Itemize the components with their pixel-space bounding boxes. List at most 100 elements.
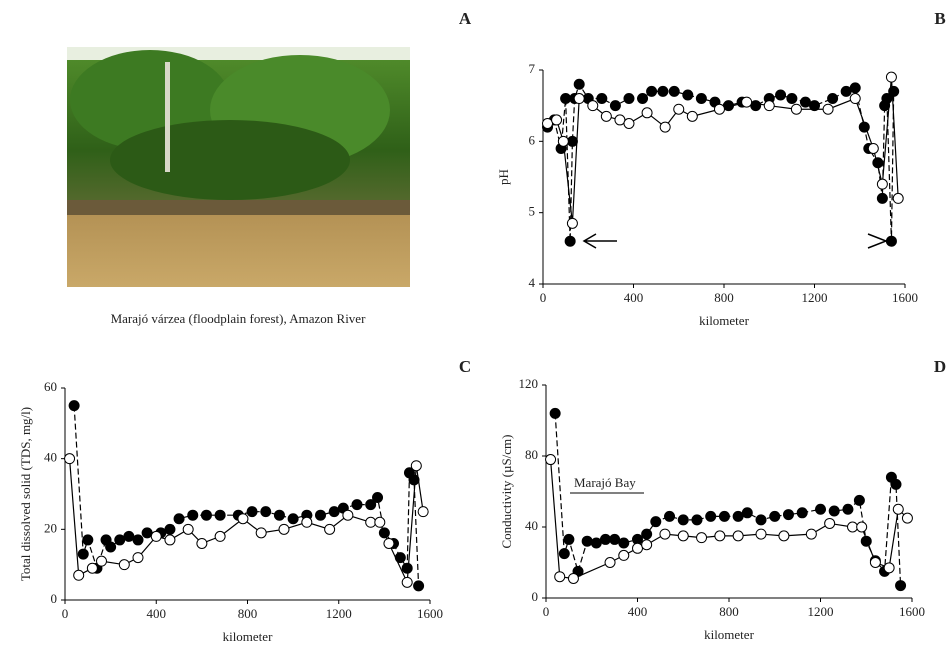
data-point — [566, 217, 578, 229]
data-point — [623, 93, 635, 105]
data-point — [609, 100, 621, 112]
data-point — [164, 523, 176, 535]
data-point — [677, 514, 689, 526]
data-point — [664, 510, 676, 522]
data-point — [805, 528, 817, 540]
data-point — [77, 548, 89, 560]
data-point — [164, 534, 176, 546]
data-point — [187, 509, 199, 521]
data-point — [587, 100, 599, 112]
data-point — [657, 85, 669, 97]
data-point — [705, 510, 717, 522]
series-line — [73, 405, 420, 586]
data-point — [641, 539, 653, 551]
x-tick-label: 800 — [238, 606, 258, 621]
data-point — [150, 530, 162, 542]
data-point — [237, 513, 249, 525]
x-tick-label: 1200 — [326, 606, 352, 621]
data-point — [713, 103, 725, 115]
data-point — [214, 530, 226, 542]
y-axis-label: Total dissolved solid (TDS, mg/l) — [18, 407, 33, 581]
data-point — [301, 516, 313, 528]
data-point — [342, 509, 354, 521]
data-point — [123, 530, 135, 542]
data-point — [255, 527, 267, 539]
data-point — [618, 537, 630, 549]
x-axis-label: kilometer — [699, 313, 749, 328]
x-tick-label: 0 — [540, 290, 547, 305]
data-point — [637, 93, 649, 105]
data-point — [718, 510, 730, 522]
arrow — [867, 233, 889, 249]
data-point — [840, 85, 852, 97]
data-point — [853, 494, 865, 506]
data-point — [691, 514, 703, 526]
x-tick-label: 400 — [628, 604, 648, 619]
data-point — [892, 503, 904, 515]
data-point — [86, 562, 98, 574]
data-point — [260, 506, 272, 518]
y-tick-label: 5 — [529, 204, 536, 219]
data-point — [132, 552, 144, 564]
annotation: Marajó Bay — [574, 475, 636, 490]
data-point — [581, 535, 593, 547]
data-point — [287, 513, 299, 525]
data-point — [883, 562, 895, 574]
data-point — [590, 537, 602, 549]
data-point — [132, 534, 144, 546]
data-point — [641, 528, 653, 540]
data-point — [842, 503, 854, 515]
data-point — [564, 235, 576, 247]
data-point — [560, 93, 572, 105]
data-point — [573, 78, 585, 90]
data-point — [214, 509, 226, 521]
data-point — [876, 192, 888, 204]
photo-caption: Marajó várzea (floodplain forest), Amazo… — [111, 311, 367, 326]
arrow — [582, 233, 617, 249]
data-point — [827, 93, 839, 105]
x-tick-label: 0 — [62, 606, 69, 621]
data-point — [769, 510, 781, 522]
data-point — [408, 474, 420, 486]
data-point — [614, 114, 626, 126]
data-point — [796, 507, 808, 519]
data-point — [646, 85, 658, 97]
data-point — [273, 509, 285, 521]
data-point — [775, 89, 787, 101]
data-point — [196, 537, 208, 549]
data-point — [741, 96, 753, 108]
data-point — [365, 499, 377, 511]
data-point — [632, 542, 643, 554]
data-point — [732, 530, 744, 542]
data-point — [822, 103, 834, 115]
data-point — [809, 100, 820, 112]
data-point — [401, 562, 413, 574]
data-point — [778, 530, 790, 542]
data-point — [686, 110, 698, 122]
data-point — [554, 571, 566, 583]
data-point — [68, 400, 80, 412]
x-tick-label: 800 — [714, 290, 734, 305]
data-point — [542, 118, 554, 129]
data-point — [623, 118, 635, 129]
panel-label: B — [934, 9, 945, 28]
data-point — [600, 110, 612, 122]
data-point — [695, 93, 707, 105]
data-point — [815, 503, 826, 515]
data-point — [650, 516, 662, 528]
data-point — [755, 514, 767, 526]
y-tick-label: 20 — [44, 520, 57, 535]
x-axis-label: kilometer — [704, 627, 754, 642]
data-point — [872, 157, 884, 169]
data-point — [682, 89, 694, 101]
x-tick-label: 400 — [147, 606, 167, 621]
data-point — [549, 407, 561, 419]
data-point — [401, 576, 413, 588]
y-tick-label: 0 — [51, 591, 58, 606]
data-point — [374, 516, 386, 528]
y-tick-label: 40 — [525, 518, 538, 533]
data-point — [324, 523, 336, 535]
data-point — [858, 121, 870, 133]
data-point — [413, 580, 425, 592]
data-point — [714, 530, 726, 542]
